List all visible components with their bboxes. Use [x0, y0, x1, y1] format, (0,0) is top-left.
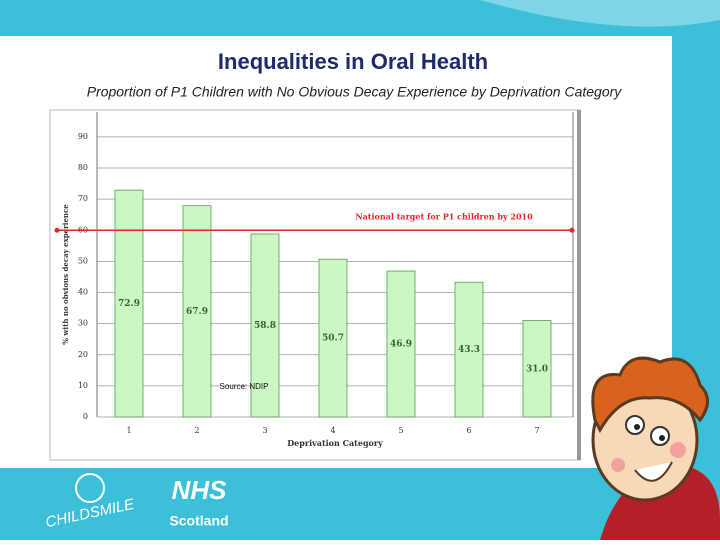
y-tick-label: 90: [78, 132, 88, 141]
y-tick-label: 40: [78, 288, 88, 297]
bar: [386, 270, 416, 418]
chart-frame-shadow: [577, 110, 581, 460]
slide-subtitle: Proportion of P1 Children with No Obviou…: [87, 84, 623, 100]
source-note: Source: NDIP: [220, 382, 269, 391]
x-tick-label: 5: [398, 426, 403, 435]
x-tick-label: 3: [262, 426, 267, 435]
chart: 0102030405060708090% with no obvious dec…: [54, 112, 575, 448]
y-tick-label: 50: [78, 256, 88, 265]
bar: [318, 258, 348, 418]
y-tick-label: 70: [78, 194, 88, 203]
data-label: 67.9: [186, 307, 208, 317]
bar: [250, 233, 280, 418]
slide-title: Inequalities in Oral Health: [218, 49, 488, 74]
bar: [454, 281, 484, 418]
x-tick-label: 7: [534, 426, 539, 435]
decor-wave: [480, 0, 720, 27]
y-tick-label: 20: [78, 350, 88, 359]
bar: [114, 189, 144, 418]
data-label: 43.3: [458, 345, 480, 355]
x-tick-label: 6: [466, 426, 471, 435]
x-tick-label: 2: [194, 426, 199, 435]
data-label: 46.9: [390, 340, 412, 350]
cartoon-boy: [591, 356, 720, 540]
y-tick-label: 80: [78, 163, 88, 172]
nhs-region: Scotland: [169, 513, 228, 529]
x-axis-label: Deprivation Category: [287, 438, 383, 448]
x-tick-label: 1: [126, 426, 131, 435]
target-end: [569, 227, 575, 233]
target-end: [54, 227, 60, 233]
bar: [182, 205, 212, 418]
y-tick-label: 30: [78, 319, 88, 328]
bar: [522, 320, 552, 418]
data-label: 58.8: [254, 321, 276, 331]
x-tick-label: 4: [330, 426, 335, 435]
y-tick-label: 0: [83, 412, 88, 421]
target-label: National target for P1 children by 2010: [355, 211, 533, 221]
nhs-logo: NHS: [172, 475, 228, 505]
y-tick-label: 10: [78, 381, 88, 390]
data-label: 72.9: [118, 299, 140, 309]
data-label: 50.7: [322, 334, 344, 344]
data-label: 31.0: [526, 364, 548, 374]
y-axis-label: % with no obvious decay experience: [61, 204, 70, 345]
